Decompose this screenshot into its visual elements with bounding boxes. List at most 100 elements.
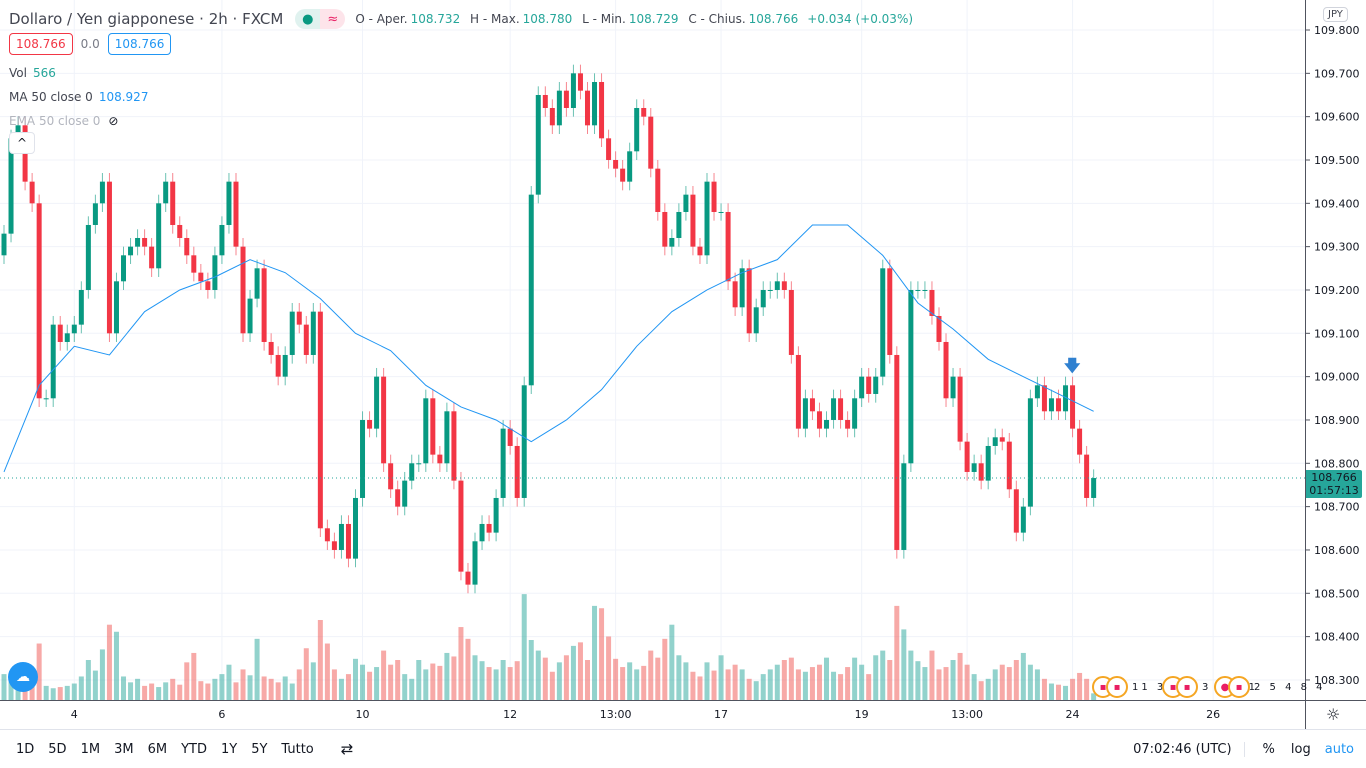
volume-legend[interactable]: Vol 566 [9,66,56,80]
price-tick-label: 109.800 [1314,24,1360,37]
candle-body [331,541,337,550]
volume-bar [430,663,436,700]
tradingview-logo-icon[interactable]: ☁ [8,662,38,692]
economic-events-group[interactable]: ▪ ▪ 11 3 [1092,676,1166,698]
economic-events-group[interactable]: ● ▪ 2 5 4 8 4 [1214,676,1326,698]
buy-button[interactable]: 108.766 [107,33,172,55]
price-tick-label: 108.800 [1314,457,1360,470]
clock-time[interactable]: 07:02:46 (UTC) [1133,741,1245,757]
candle-body [1056,398,1061,412]
volume-bar [451,656,457,700]
volume-bar [563,655,569,700]
range-button-6m[interactable]: 6M [147,741,168,757]
volume-bar [92,670,98,700]
candle-body [985,445,991,481]
volume-bar [247,675,253,700]
price-tick-label: 108.900 [1314,414,1360,427]
candle-body [8,138,14,234]
volume-bar [683,662,689,700]
candle-body [57,324,63,342]
chevron-up-icon: ^ [16,136,28,150]
candle-body [838,398,844,420]
volume-bar [212,678,218,700]
open-value: 108.732 [410,12,461,26]
candle-body [732,281,738,308]
range-button-1y[interactable]: 1Y [220,741,238,757]
volume-bar [613,658,619,700]
volume-bar [1013,660,1019,700]
ema-legend[interactable]: EMA 50 close 0 ⊘ [9,114,118,128]
candle-body [106,181,112,334]
volume-bar [599,608,605,700]
symbol-title[interactable]: Dollaro / Yen giapponese · 2h · FXCM [9,10,284,28]
range-button-tutto[interactable]: Tutto [281,741,314,757]
volume-bar [1084,678,1090,700]
time-tick-label: 6 [218,708,225,721]
volume-bar [205,683,211,700]
range-button-5y[interactable]: 5Y [251,741,268,757]
volume-bar [528,640,534,700]
volume-bar [592,605,598,700]
hidden-eye-icon[interactable]: ⊘ [108,114,119,128]
settings-gear-icon[interactable]: ☼ [1326,705,1341,724]
candle-body [1070,385,1076,429]
log-toggle[interactable]: log [1290,741,1311,757]
volume-bar [296,669,302,700]
volume-bar [486,667,492,700]
candle-body [831,398,837,420]
candle-body [479,523,485,542]
candles [1,64,1097,594]
volume-bar [627,662,633,700]
volume-bar [219,674,225,700]
candle-body [374,376,380,429]
candle-body [563,90,569,108]
candle-body [261,268,267,342]
volume-bar [113,631,119,700]
collapse-legend-button[interactable]: ^ [9,132,35,154]
candle-body [423,398,429,464]
candle-body [254,268,260,299]
volume-bar [423,669,429,700]
volume-bar [788,657,794,700]
price-tick-label: 109.200 [1314,284,1360,297]
volume-bar [465,638,471,700]
candle-body [690,194,696,247]
volume-bar [943,667,949,700]
price-axis[interactable]: 109.800 109.700 109.600 109.500 109.400 109.3… [1305,24,1360,687]
candle-body [219,224,225,256]
time-tick-label: 19 [855,708,869,721]
volume-bar [570,645,576,700]
sell-button[interactable]: 108.766 [9,33,73,55]
range-button-5d[interactable]: 5D [48,741,67,757]
volume-bar [718,655,724,700]
candle-body [15,125,21,139]
candle-body [1063,385,1069,412]
time-tick-label: 10 [356,708,370,721]
volume-bar [444,652,450,700]
candle-body [430,398,436,455]
ma-legend[interactable]: MA 50 close 0 108.927 [9,90,148,104]
market-status-badge[interactable]: ● ≈ [295,9,346,29]
volume-bar [303,648,309,700]
volume-bar [1020,652,1026,700]
candle-body [873,376,879,394]
auto-toggle[interactable]: auto [1324,741,1354,757]
volume-bar [149,683,155,700]
volume-bar [542,657,548,700]
close-label: C - Chius. [688,12,746,26]
candle-body [725,211,731,282]
range-button-1d[interactable]: 1D [16,741,35,757]
price-chart[interactable]: 109.800 109.700 109.600 109.500 109.400 109.3… [0,0,1366,729]
volume-bar [809,667,815,700]
range-button-ytd[interactable]: YTD [181,741,207,757]
candle-body [78,289,84,325]
percent-toggle[interactable]: % [1262,741,1275,757]
time-axis[interactable]: 4 6 10 12 13:00 17 19 13:00 24 26 [71,708,1220,721]
date-range-calendar-icon[interactable]: ⇄ [340,740,354,758]
candle-body [676,211,682,238]
candle-body [788,289,794,355]
candle-body [1006,441,1012,490]
range-button-1m[interactable]: 1M [80,741,101,757]
currency-label[interactable]: JPY [1323,7,1348,22]
range-button-3m[interactable]: 3M [114,741,134,757]
